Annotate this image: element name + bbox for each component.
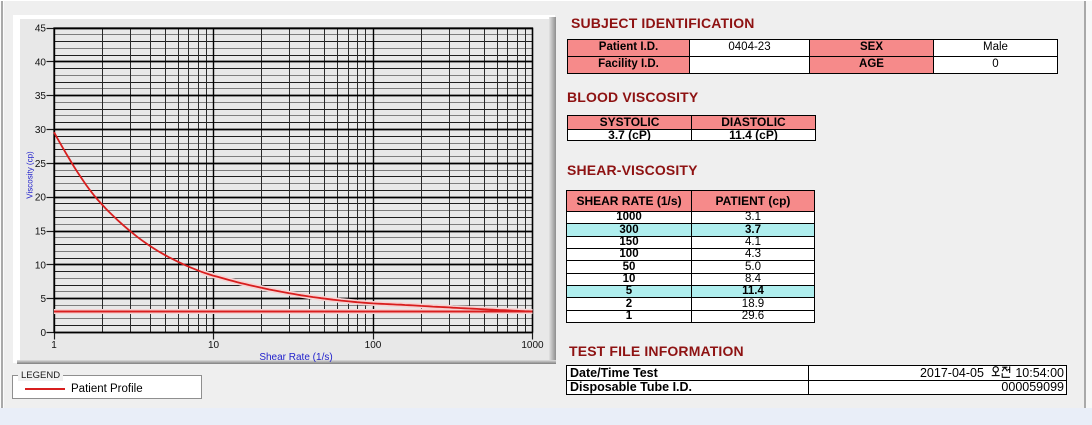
svg-text:10: 10 — [35, 260, 47, 271]
svg-text:35: 35 — [35, 91, 47, 102]
svg-text:30: 30 — [35, 125, 47, 136]
svg-text:15: 15 — [35, 227, 47, 238]
svg-text:Shear Rate (1/s): Shear Rate (1/s) — [259, 352, 332, 363]
svg-text:0: 0 — [40, 328, 46, 339]
svg-text:45: 45 — [35, 24, 47, 35]
svg-text:10: 10 — [208, 340, 220, 351]
svg-text:1: 1 — [51, 340, 57, 351]
svg-text:100: 100 — [365, 340, 382, 351]
svg-text:Viscosity (cp): Viscosity (cp) — [26, 151, 35, 199]
svg-text:40: 40 — [35, 57, 47, 68]
svg-text:5: 5 — [40, 294, 46, 305]
svg-text:1000: 1000 — [521, 340, 544, 351]
svg-text:25: 25 — [35, 159, 47, 170]
svg-text:20: 20 — [35, 193, 47, 204]
